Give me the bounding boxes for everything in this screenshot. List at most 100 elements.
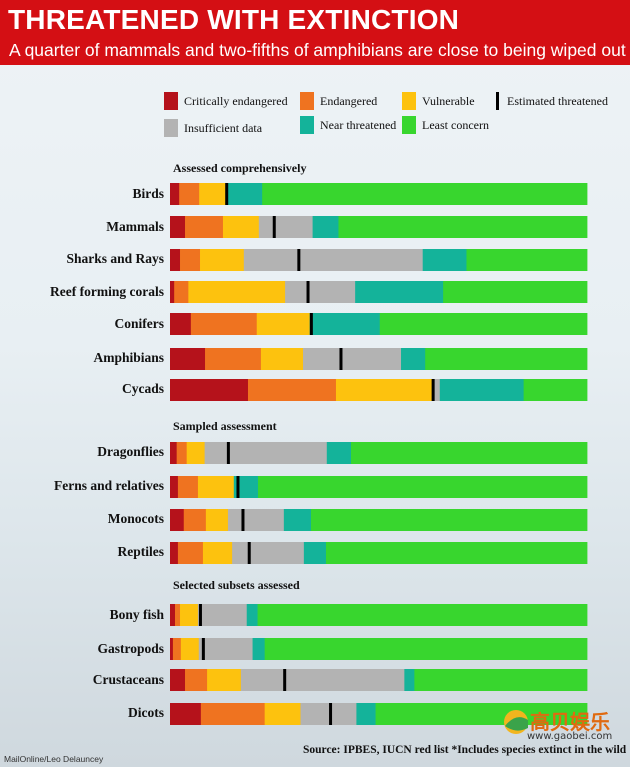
page-subtitle: A quarter of mammals and two-fifths of a… (9, 40, 626, 60)
legend-label: Near threatened (320, 117, 397, 132)
bar-segment-sharks-and-rays-endangered (180, 249, 201, 271)
estimated-threatened-marker-reef-forming-corals (306, 281, 310, 303)
bar-segment-monocots-near-threatened (283, 509, 312, 531)
bar-segment-mammals-endangered (185, 216, 224, 238)
estimated-threatened-marker-dragonflies (226, 442, 230, 464)
bar-segment-dicots-near-threatened (356, 703, 376, 725)
category-label-crustaceans: Crustaceans (92, 672, 164, 687)
legend-label: Least concern (422, 117, 489, 132)
bar-segment-monocots-least-concern (310, 509, 588, 531)
bar-segment-ferns-and-relatives-vulnerable (197, 476, 235, 498)
bar-segment-bony-fish-vulnerable (180, 604, 199, 626)
bar-segment-gastropods-insufficient-data (198, 638, 253, 660)
legend-swatch-endangered (300, 92, 314, 110)
category-label-dragonflies: Dragonflies (97, 444, 164, 459)
estimated-threatened-marker-bony-fish (198, 604, 202, 626)
bar-segment-reef-forming-corals-critically-endangered (170, 281, 175, 303)
category-label-monocots: Monocots (107, 511, 164, 526)
category-label-gastropods: Gastropods (97, 641, 164, 656)
category-label-dicots: Dicots (128, 705, 164, 720)
bar-segment-reptiles-near-threatened (303, 542, 327, 564)
estimated-threatened-marker-reptiles (247, 542, 251, 564)
bar-segment-reef-forming-corals-insufficient-data (285, 281, 356, 303)
bar-segment-bony-fish-endangered (175, 604, 181, 626)
bar-segment-ferns-and-relatives-critically-endangered (170, 476, 179, 498)
bar-segment-monocots-vulnerable (205, 509, 229, 531)
category-label-reef-forming-corals: Reef forming corals (50, 284, 164, 299)
watermark-logo-icon (504, 710, 528, 734)
legend-insufficient-data: Insufficient data (164, 119, 262, 137)
bar-segment-reptiles-least-concern (325, 542, 588, 564)
estimated-threatened-marker-gastropods (201, 638, 205, 660)
category-label-mammals: Mammals (106, 219, 164, 234)
bar-segment-sharks-and-rays-critically-endangered (170, 249, 181, 271)
bar-segment-conifers-endangered (190, 313, 258, 335)
legend-swatch-critically-endangered (164, 92, 178, 110)
header-banner: THREATENED WITH EXTINCTION A quarter of … (0, 0, 630, 65)
bar-segment-conifers-critically-endangered (170, 313, 192, 335)
bar-segment-dragonflies-near-threatened (326, 442, 352, 464)
legend-estimated-threatened: Estimated threatened (493, 92, 608, 110)
bar-segment-conifers-near-threatened (309, 313, 381, 335)
legend-swatch-near-threatened (300, 116, 314, 134)
legend-endangered: Endangered (300, 92, 377, 110)
bar-segment-bony-fish-insufficient-data (197, 604, 248, 626)
category-label-conifers: Conifers (114, 316, 165, 331)
bar-segment-ferns-and-relatives-endangered (177, 476, 199, 498)
bar-segment-conifers-vulnerable (256, 313, 311, 335)
bar-segment-monocots-critically-endangered (170, 509, 185, 531)
legend-swatch-insufficient-data (164, 119, 178, 137)
bar-segment-cycads-least-concern (523, 379, 588, 401)
category-label-bony-fish: Bony fish (109, 607, 164, 622)
estimated-threatened-marker-ferns-and-relatives (236, 476, 240, 498)
bar-segment-crustaceans-critically-endangered (170, 669, 186, 691)
page-title: THREATENED WITH EXTINCTION (8, 4, 460, 35)
bar-segment-crustaceans-vulnerable (207, 669, 242, 691)
estimated-threatened-marker-dicots (329, 703, 333, 725)
bar-segment-reptiles-vulnerable (202, 542, 233, 564)
category-label-cycads: Cycads (121, 381, 164, 396)
bar-segment-cycads-insufficient-data (433, 379, 441, 401)
estimated-threatened-marker-amphibians (339, 348, 343, 370)
bar-segment-mammals-insufficient-data (258, 216, 314, 238)
bar-segment-birds-critically-endangered (170, 183, 180, 205)
bar-segment-gastropods-near-threatened (252, 638, 266, 660)
legend-swatch-vulnerable (402, 92, 416, 110)
bar-segment-dicots-critically-endangered (170, 703, 202, 725)
bar-segment-gastropods-critically-endangered (170, 638, 174, 660)
bar-segment-dicots-endangered (200, 703, 266, 725)
estimated-threatened-marker-cycads (431, 379, 435, 401)
legend-label: Estimated threatened (507, 93, 608, 108)
bar-segment-sharks-and-rays-least-concern (466, 249, 588, 271)
estimated-threatened-marker-crustaceans (283, 669, 287, 691)
legend-swatch-least-concern (402, 116, 416, 134)
category-label-sharks-and-rays: Sharks and Rays (66, 251, 164, 266)
bar-segment-monocots-insufficient-data (227, 509, 285, 531)
legend-least-concern: Least concern (402, 116, 489, 134)
bar-segment-gastropods-vulnerable (180, 638, 200, 660)
bar-segment-cycads-near-threatened (439, 379, 525, 401)
bar-segment-dragonflies-endangered (176, 442, 188, 464)
category-label-reptiles: Reptiles (117, 544, 165, 559)
bar-segment-dicots-vulnerable (264, 703, 301, 725)
bar-segment-reef-forming-corals-near-threatened (355, 281, 444, 303)
legend-label: Vulnerable (422, 93, 475, 108)
bar-segment-mammals-least-concern (338, 216, 588, 238)
bar-segment-reef-forming-corals-least-concern (443, 281, 588, 303)
bar-segment-ferns-and-relatives-least-concern (257, 476, 588, 498)
credit-text: MailOnline/Leo Delauncey (4, 754, 104, 764)
bar-segment-bony-fish-least-concern (257, 604, 588, 626)
bar-segment-cycads-endangered (247, 379, 337, 401)
bar-segment-birds-vulnerable (199, 183, 227, 205)
bar-segment-mammals-vulnerable (222, 216, 260, 238)
section-heading-assessed: Assessed comprehensively (173, 161, 307, 175)
section-heading-sampled: Sampled assessment (173, 419, 277, 433)
legend-critically-endangered: Critically endangered (164, 92, 288, 110)
bar-segment-ferns-and-relatives-near-threatened (233, 476, 259, 498)
section-heading-subsets: Selected subsets assessed (173, 578, 300, 592)
bar-segment-reptiles-endangered (177, 542, 204, 564)
bar-segment-sharks-and-rays-vulnerable (200, 249, 245, 271)
bar-segment-amphibians-vulnerable (260, 348, 304, 370)
bar-segment-mammals-critically-endangered (170, 216, 186, 238)
bar-segment-dicots-least-concern (375, 703, 588, 725)
